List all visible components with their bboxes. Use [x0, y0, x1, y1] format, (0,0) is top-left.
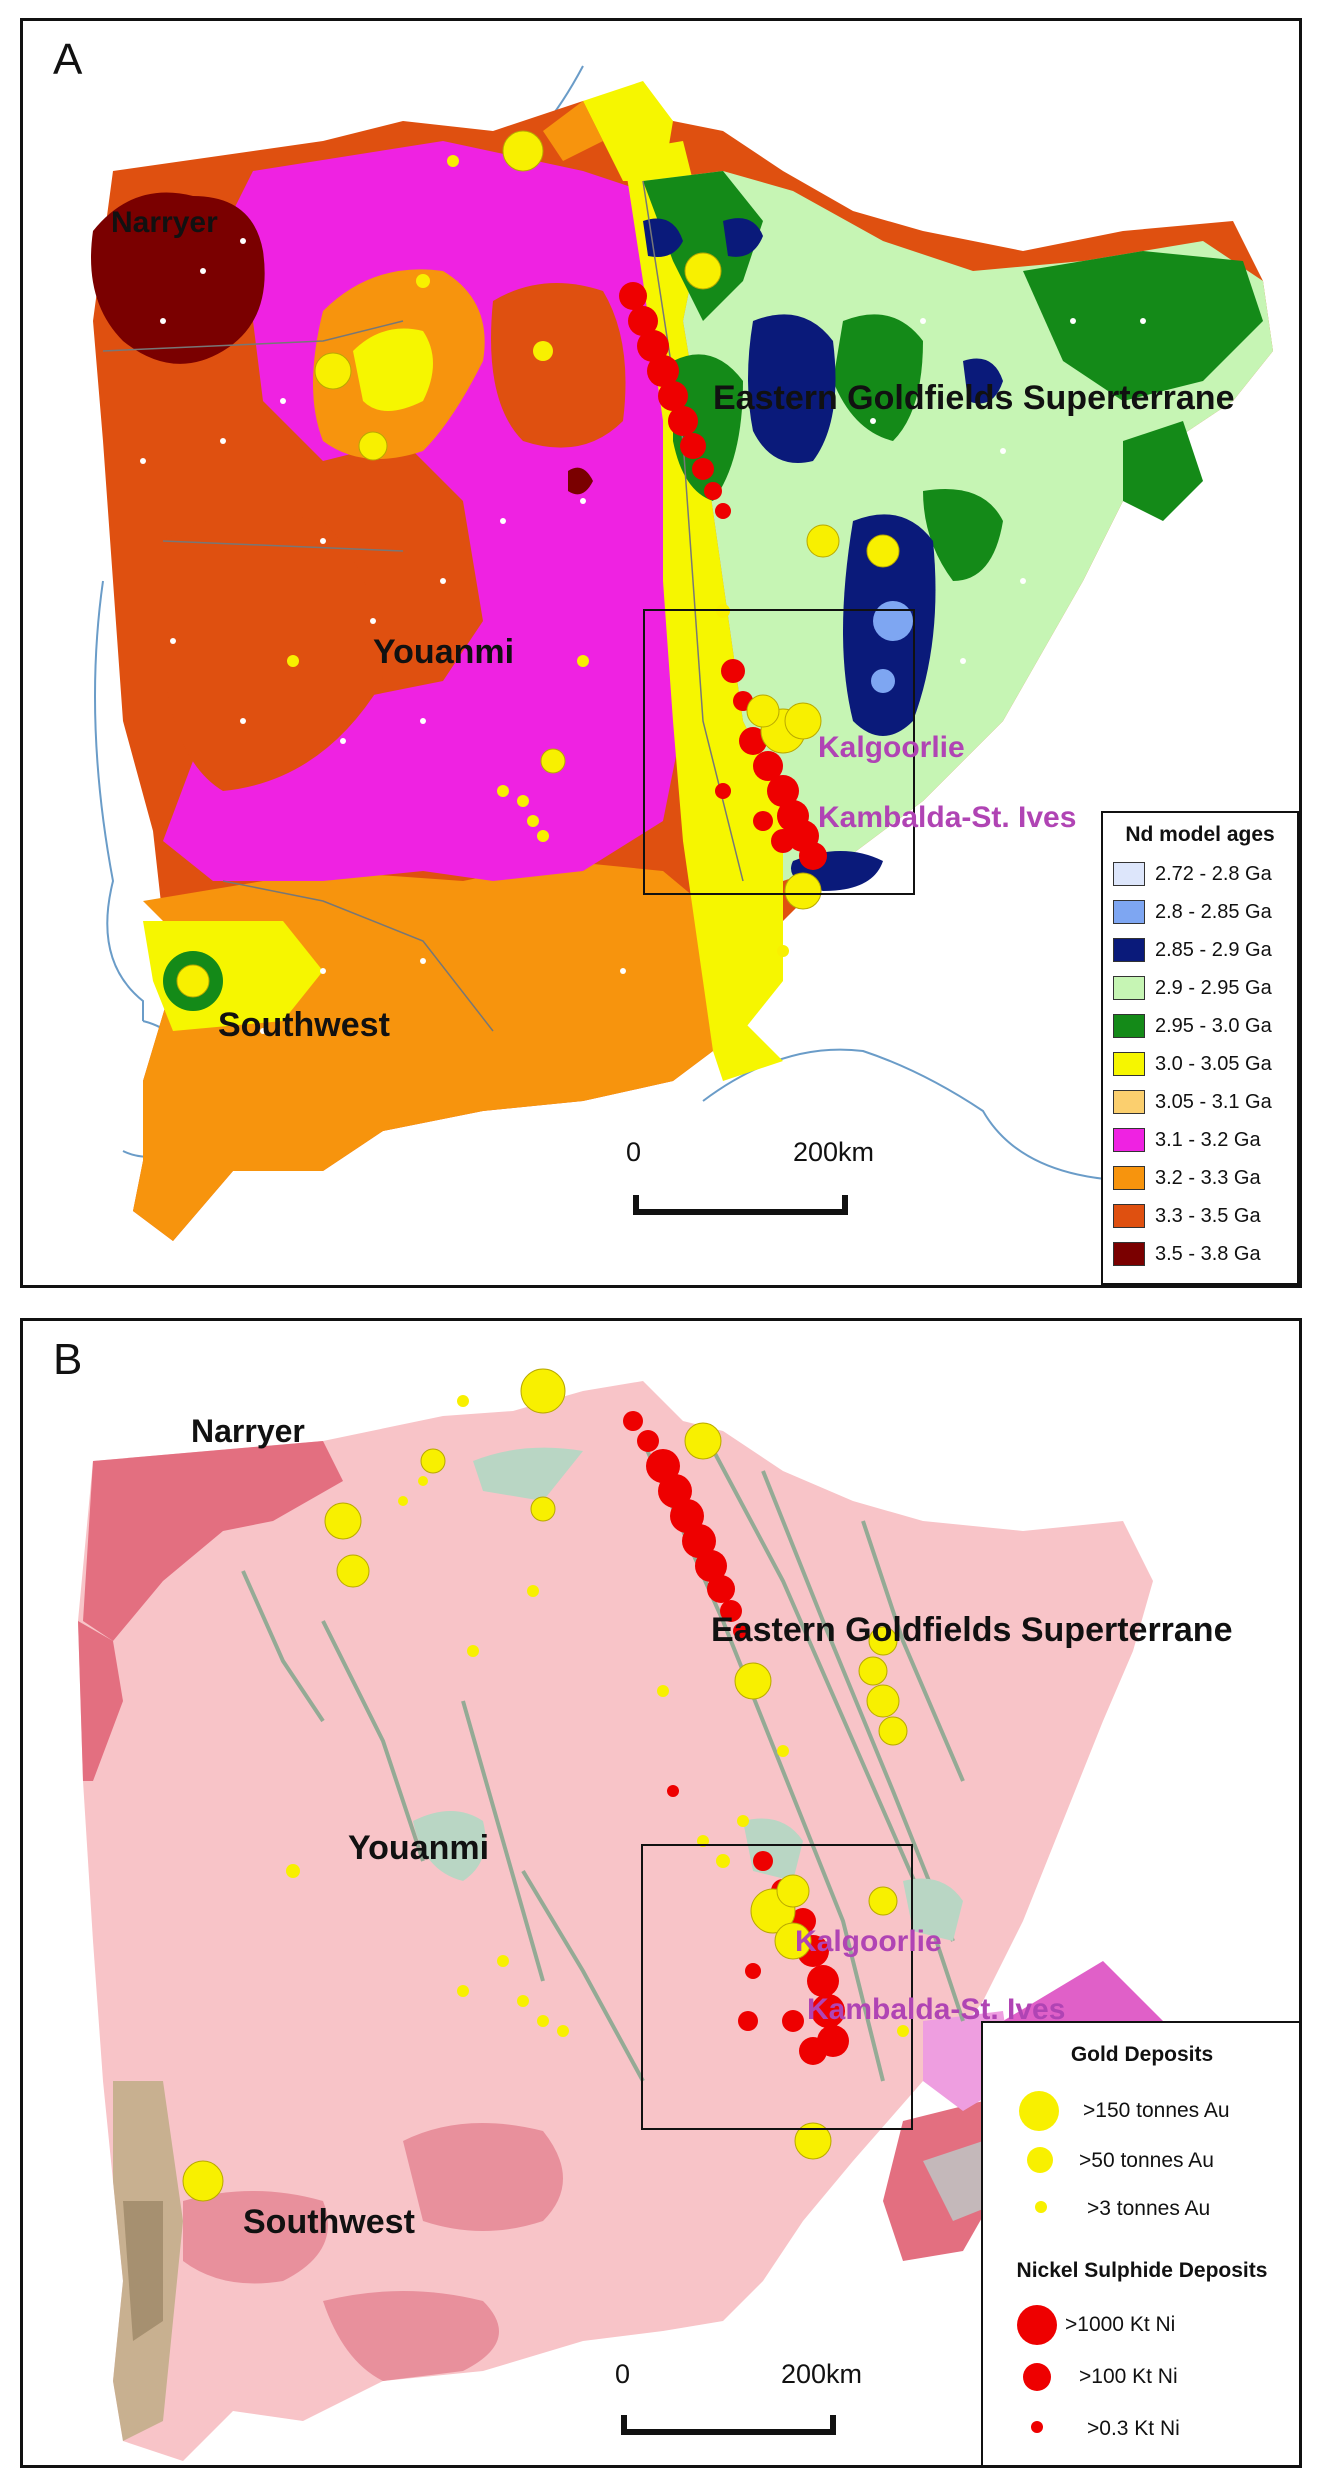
- legend-item-label: 3.5 - 3.8 Ga: [1155, 1242, 1261, 1265]
- panel-a-label: A: [53, 35, 83, 84]
- gold-legend-item-small: >3 tonnes Au: [983, 2187, 1299, 2231]
- region-youanmi-b: Youanmi: [348, 1829, 490, 1867]
- gold-legend-item-large: >150 tonnes Au: [983, 2089, 1299, 2133]
- gold-medium-symbol: [1027, 2147, 1053, 2173]
- legend-item-label: 3.05 - 3.1 Ga: [1155, 1090, 1272, 1113]
- panel-b-label: B: [53, 1335, 83, 1384]
- legend-swatch: [1113, 1242, 1145, 1266]
- legend-item: 2.8 - 2.85 Ga: [1113, 893, 1297, 931]
- region-youanmi-a: Youanmi: [373, 633, 515, 671]
- gold-small-symbol: [1035, 2201, 1047, 2213]
- legend-item-label: 3.3 - 3.5 Ga: [1155, 1204, 1261, 1227]
- region-eastern-goldfields-a: Eastern Goldfields Superterrane: [713, 379, 1235, 417]
- legend-item-label: 3.0 - 3.05 Ga: [1155, 1052, 1272, 1075]
- scale-end-b: 200km: [781, 2359, 863, 2389]
- legend-title: Nd model ages: [1125, 823, 1275, 846]
- scale-start-b: 0: [615, 2359, 631, 2389]
- gold-medium-label: >50 tonnes Au: [1079, 2149, 1214, 2172]
- legend-item: 2.72 - 2.8 Ga: [1113, 855, 1297, 893]
- region-narryer-a: Narryer: [111, 206, 218, 239]
- legend-item-label: 2.8 - 2.85 Ga: [1155, 900, 1272, 923]
- nickel-large-label: >1000 Kt Ni: [1065, 2313, 1176, 2336]
- gold-legend-title: Gold Deposits: [1070, 2043, 1214, 2066]
- scale-end-a: 200km: [793, 1137, 875, 1167]
- kalgoorlie-area-box-b: [641, 1844, 913, 2130]
- scale-bar-a: [633, 1181, 848, 1221]
- legend-item-label: 2.85 - 2.9 Ga: [1155, 938, 1272, 961]
- gold-legend-item-medium: >50 tonnes Au: [983, 2139, 1299, 2183]
- deposit-legend: Gold Deposits >150 tonnes Au >50 tonnes …: [981, 2021, 1299, 2465]
- legend-swatch: [1113, 862, 1145, 886]
- gold-small-label: >3 tonnes Au: [1087, 2197, 1211, 2220]
- legend-swatch: [1113, 1204, 1145, 1228]
- legend-item: 3.3 - 3.5 Ga: [1113, 1197, 1297, 1235]
- legend-item-label: 2.9 - 2.95 Ga: [1155, 976, 1272, 999]
- legend-swatch: [1113, 900, 1145, 924]
- region-southwest-a: Southwest: [218, 1006, 390, 1044]
- city-kambalda-a: Kambalda-St. Ives: [818, 801, 1077, 834]
- legend-swatch: [1113, 938, 1145, 962]
- legend-item-label: 2.95 - 3.0 Ga: [1155, 1014, 1272, 1037]
- region-southwest-b: Southwest: [243, 2203, 415, 2241]
- legend-item: 3.5 - 3.8 Ga: [1113, 1235, 1297, 1273]
- nickel-small-label: >0.3 Kt Ni: [1087, 2417, 1180, 2440]
- city-kalgoorlie-a: Kalgoorlie: [818, 731, 965, 764]
- nickel-large-symbol: [1017, 2305, 1057, 2345]
- city-kambalda-b: Kambalda-St. Ives: [807, 1993, 1066, 2026]
- legend-swatch: [1113, 1014, 1145, 1038]
- legend-swatch: [1113, 1090, 1145, 1114]
- city-kalgoorlie-b: Kalgoorlie: [795, 1925, 942, 1958]
- nickel-medium-symbol: [1023, 2363, 1051, 2391]
- legend-item: 2.85 - 2.9 Ga: [1113, 931, 1297, 969]
- panel-a-nd-model-age-map: A Narryer Youanmi Southwest Eastern Gold…: [20, 18, 1302, 1288]
- nd-age-legend: Nd model ages 2.72 - 2.8 Ga 2.8 - 2.85 Ga…: [1101, 811, 1299, 1285]
- legend-item: 3.1 - 3.2 Ga: [1113, 1121, 1297, 1159]
- nickel-small-symbol: [1031, 2421, 1043, 2433]
- nickel-legend-title: Nickel Sulphide Deposits: [1016, 2259, 1268, 2282]
- panel-b-geology-map: B Narryer Youanmi Southwest Eastern Gold…: [20, 1318, 1302, 2468]
- legend-swatch: [1113, 976, 1145, 1000]
- nickel-legend-item-medium: >100 Kt Ni: [983, 2355, 1299, 2399]
- legend-item-label: 3.1 - 3.2 Ga: [1155, 1128, 1261, 1151]
- scale-bar-b: [621, 2401, 836, 2441]
- gold-large-symbol: [1019, 2091, 1059, 2131]
- nickel-medium-label: >100 Kt Ni: [1079, 2365, 1178, 2388]
- region-narryer-b: Narryer: [191, 1413, 305, 1449]
- legend-swatch: [1113, 1166, 1145, 1190]
- nickel-legend-item-small: >0.3 Kt Ni: [983, 2407, 1299, 2451]
- gold-large-label: >150 tonnes Au: [1083, 2099, 1230, 2122]
- legend-item: 2.95 - 3.0 Ga: [1113, 1007, 1297, 1045]
- legend-rows: 2.72 - 2.8 Ga 2.8 - 2.85 Ga 2.85 - 2.9 Ga 2…: [1103, 855, 1297, 1273]
- legend-item: 3.05 - 3.1 Ga: [1113, 1083, 1297, 1121]
- nickel-legend-item-large: >1000 Kt Ni: [983, 2303, 1299, 2347]
- legend-item-label: 3.2 - 3.3 Ga: [1155, 1166, 1261, 1189]
- legend-swatch: [1113, 1128, 1145, 1152]
- legend-item-label: 2.72 - 2.8 Ga: [1155, 862, 1272, 885]
- legend-item: 3.0 - 3.05 Ga: [1113, 1045, 1297, 1083]
- kalgoorlie-area-box-a: [643, 609, 915, 895]
- region-eastern-goldfields-b: Eastern Goldfields Superterrane: [711, 1611, 1233, 1649]
- legend-swatch: [1113, 1052, 1145, 1076]
- legend-item: 2.9 - 2.95 Ga: [1113, 969, 1297, 1007]
- nd-age-map-graphic: [91, 65, 1273, 1241]
- scale-start-a: 0: [626, 1137, 642, 1167]
- legend-item: 3.2 - 3.3 Ga: [1113, 1159, 1297, 1197]
